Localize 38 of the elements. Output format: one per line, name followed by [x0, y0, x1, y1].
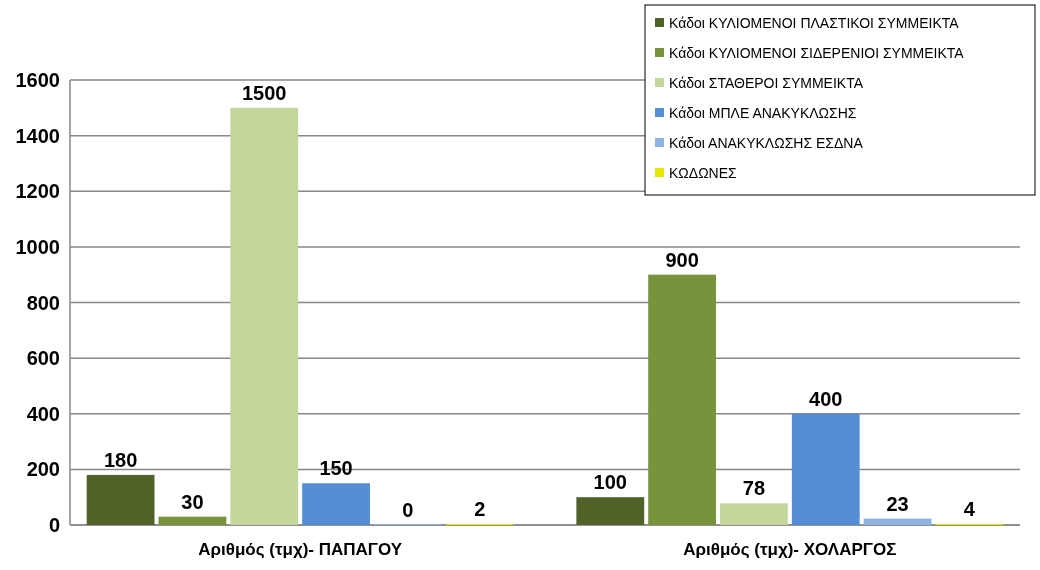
- data-label: 180: [103, 448, 138, 471]
- bar: [230, 107, 299, 525]
- data-label: 100: [593, 471, 627, 494]
- bar: [791, 413, 860, 525]
- data-label: 150: [319, 457, 353, 480]
- legend-label: Κάδοι ΑΝΑΚΥΚΛΩΣΗΣ ΕΣΔΝΑ: [669, 134, 864, 151]
- data-label: 400: [809, 387, 843, 410]
- bar: [648, 274, 717, 525]
- y-tick-label: 1600: [15, 69, 60, 91]
- data-label: 30: [181, 490, 204, 513]
- y-tick-label: 1400: [15, 124, 60, 147]
- bar: [158, 516, 227, 525]
- x-tick-label: Αριθμός (τμχ)- ΧΟΛΑΡΓΟΣ: [683, 540, 897, 559]
- legend-label: Κάδοι ΜΠΛΕ ΑΝΑΚΥΚΛΩΣΗΣ: [669, 104, 857, 121]
- x-tick-label: Αριθμός (τμχ)- ΠΑΠΑΓΟΥ: [198, 540, 403, 559]
- data-label: 2: [474, 498, 486, 521]
- bar: [576, 497, 645, 525]
- y-tick-label: 800: [26, 291, 60, 314]
- bar: [86, 474, 155, 525]
- data-label: 4: [963, 497, 976, 520]
- data-label: 0: [402, 499, 414, 521]
- y-tick-label: 200: [26, 458, 60, 481]
- bar: [302, 483, 370, 525]
- y-tick-label: 400: [26, 402, 60, 425]
- legend-label: Κάδοι ΣΤΑΘΕΡΟΙ ΣΥΜΜΕΙΚΤΑ: [669, 74, 864, 91]
- y-tick-label: 1200: [15, 180, 60, 203]
- data-label: 900: [665, 248, 699, 271]
- y-tick-label: 1000: [15, 235, 60, 258]
- data-label: 1500: [241, 81, 287, 104]
- legend-label: ΚΩΔΩΝΕΣ: [669, 164, 738, 181]
- bar: [720, 503, 788, 525]
- data-label: 23: [886, 492, 909, 515]
- bar: [863, 518, 932, 525]
- legend-label: Κάδοι ΚΥΛΙΟΜΕΝΟΙ ΣΙΔΕΡΕΝΙΟΙ ΣΥΜΜΕΙΚΤΑ: [669, 44, 965, 61]
- y-tick-label: 600: [26, 347, 60, 370]
- data-label: 78: [742, 477, 766, 500]
- y-tick-label: 0: [48, 514, 60, 536]
- legend-label: Κάδοι ΚΥΛΙΟΜΕΝΟΙ ΠΛΑΣΤΙΚΟΙ ΣΥΜΜΕΙΚΤΑ: [669, 14, 960, 31]
